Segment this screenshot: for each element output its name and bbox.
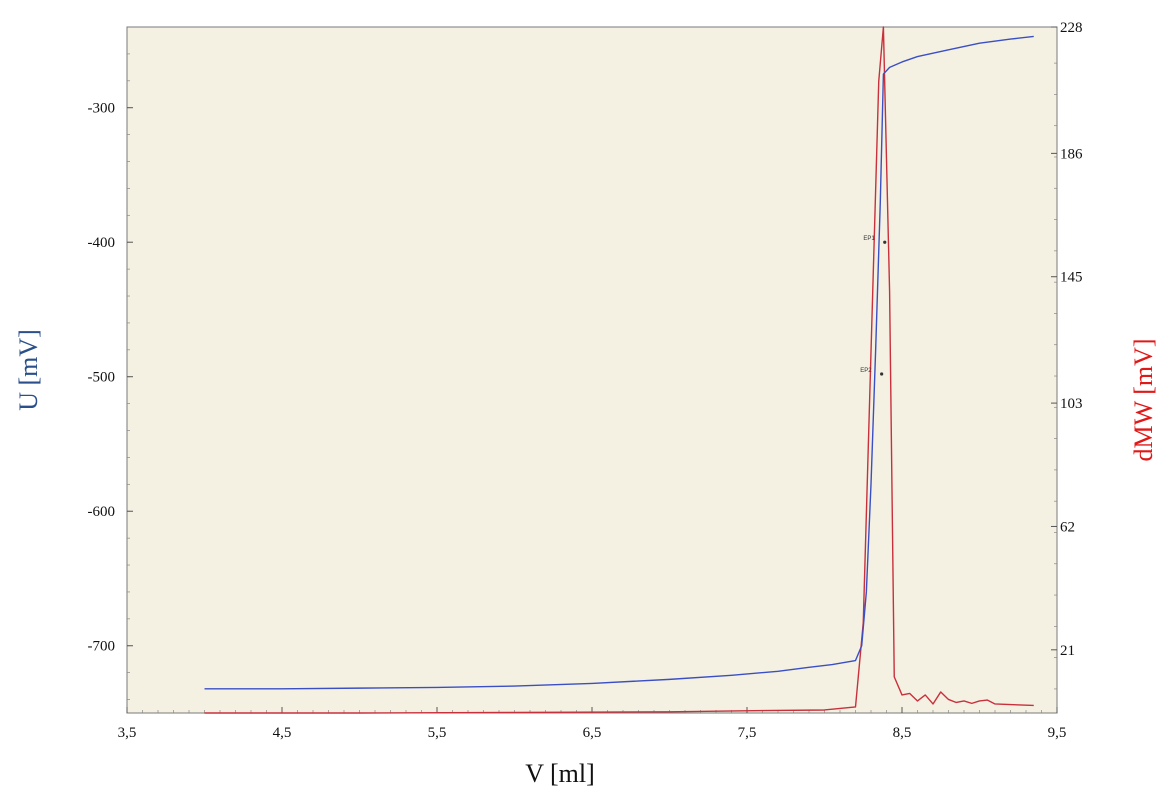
derivative-dmw-line (204, 26, 1034, 714)
y-right-tick-label: 228 (1060, 20, 1083, 36)
y-right-tick-label: 186 (1060, 146, 1083, 162)
y-right-tick-label: 103 (1060, 396, 1083, 412)
x-tick-label: 9,5 (1048, 725, 1067, 741)
x-axis-ticks: 3,5 4,5 5,5 6,5 7,5 8,5 9,5 (118, 707, 1067, 741)
x-axis-title: V [ml] (525, 759, 595, 788)
annotation-layer: EP1 EP2 (860, 236, 887, 376)
y-left-tick-label: -600 (88, 504, 116, 520)
right-y-axis-title: dMW [mV] (1129, 338, 1158, 461)
y-left-tick-label: -500 (88, 370, 116, 386)
x-tick-label: 3,5 (118, 725, 137, 741)
series-layer (204, 26, 1034, 714)
ep-marker (880, 372, 884, 376)
x-tick-label: 4,5 (273, 725, 292, 741)
x-tick-label: 7,5 (738, 725, 757, 741)
ep-label: EP2 (860, 368, 872, 374)
left-y-axis-title: U [mV] (14, 329, 43, 411)
left-y-axis-ticks: -300 -400 -500 -600 -700 (88, 101, 133, 655)
potential-u-line (204, 35, 1034, 690)
y-left-tick-label: -300 (88, 101, 116, 117)
ep-marker (883, 240, 887, 244)
plot-area (126, 26, 1058, 714)
x-tick-label: 5,5 (428, 725, 447, 741)
y-left-tick-label: -400 (88, 235, 116, 251)
x-tick-label: 6,5 (583, 725, 602, 741)
y-right-tick-label: 145 (1060, 270, 1083, 286)
x-tick-label: 8,5 (893, 725, 912, 741)
right-y-axis-ticks: 228 186 145 103 62 21 (1051, 20, 1083, 659)
y-right-tick-label: 21 (1060, 643, 1075, 659)
y-right-tick-label: 62 (1060, 519, 1075, 535)
y-left-tick-label: -700 (88, 639, 116, 655)
ep-label: EP1 (863, 236, 875, 242)
